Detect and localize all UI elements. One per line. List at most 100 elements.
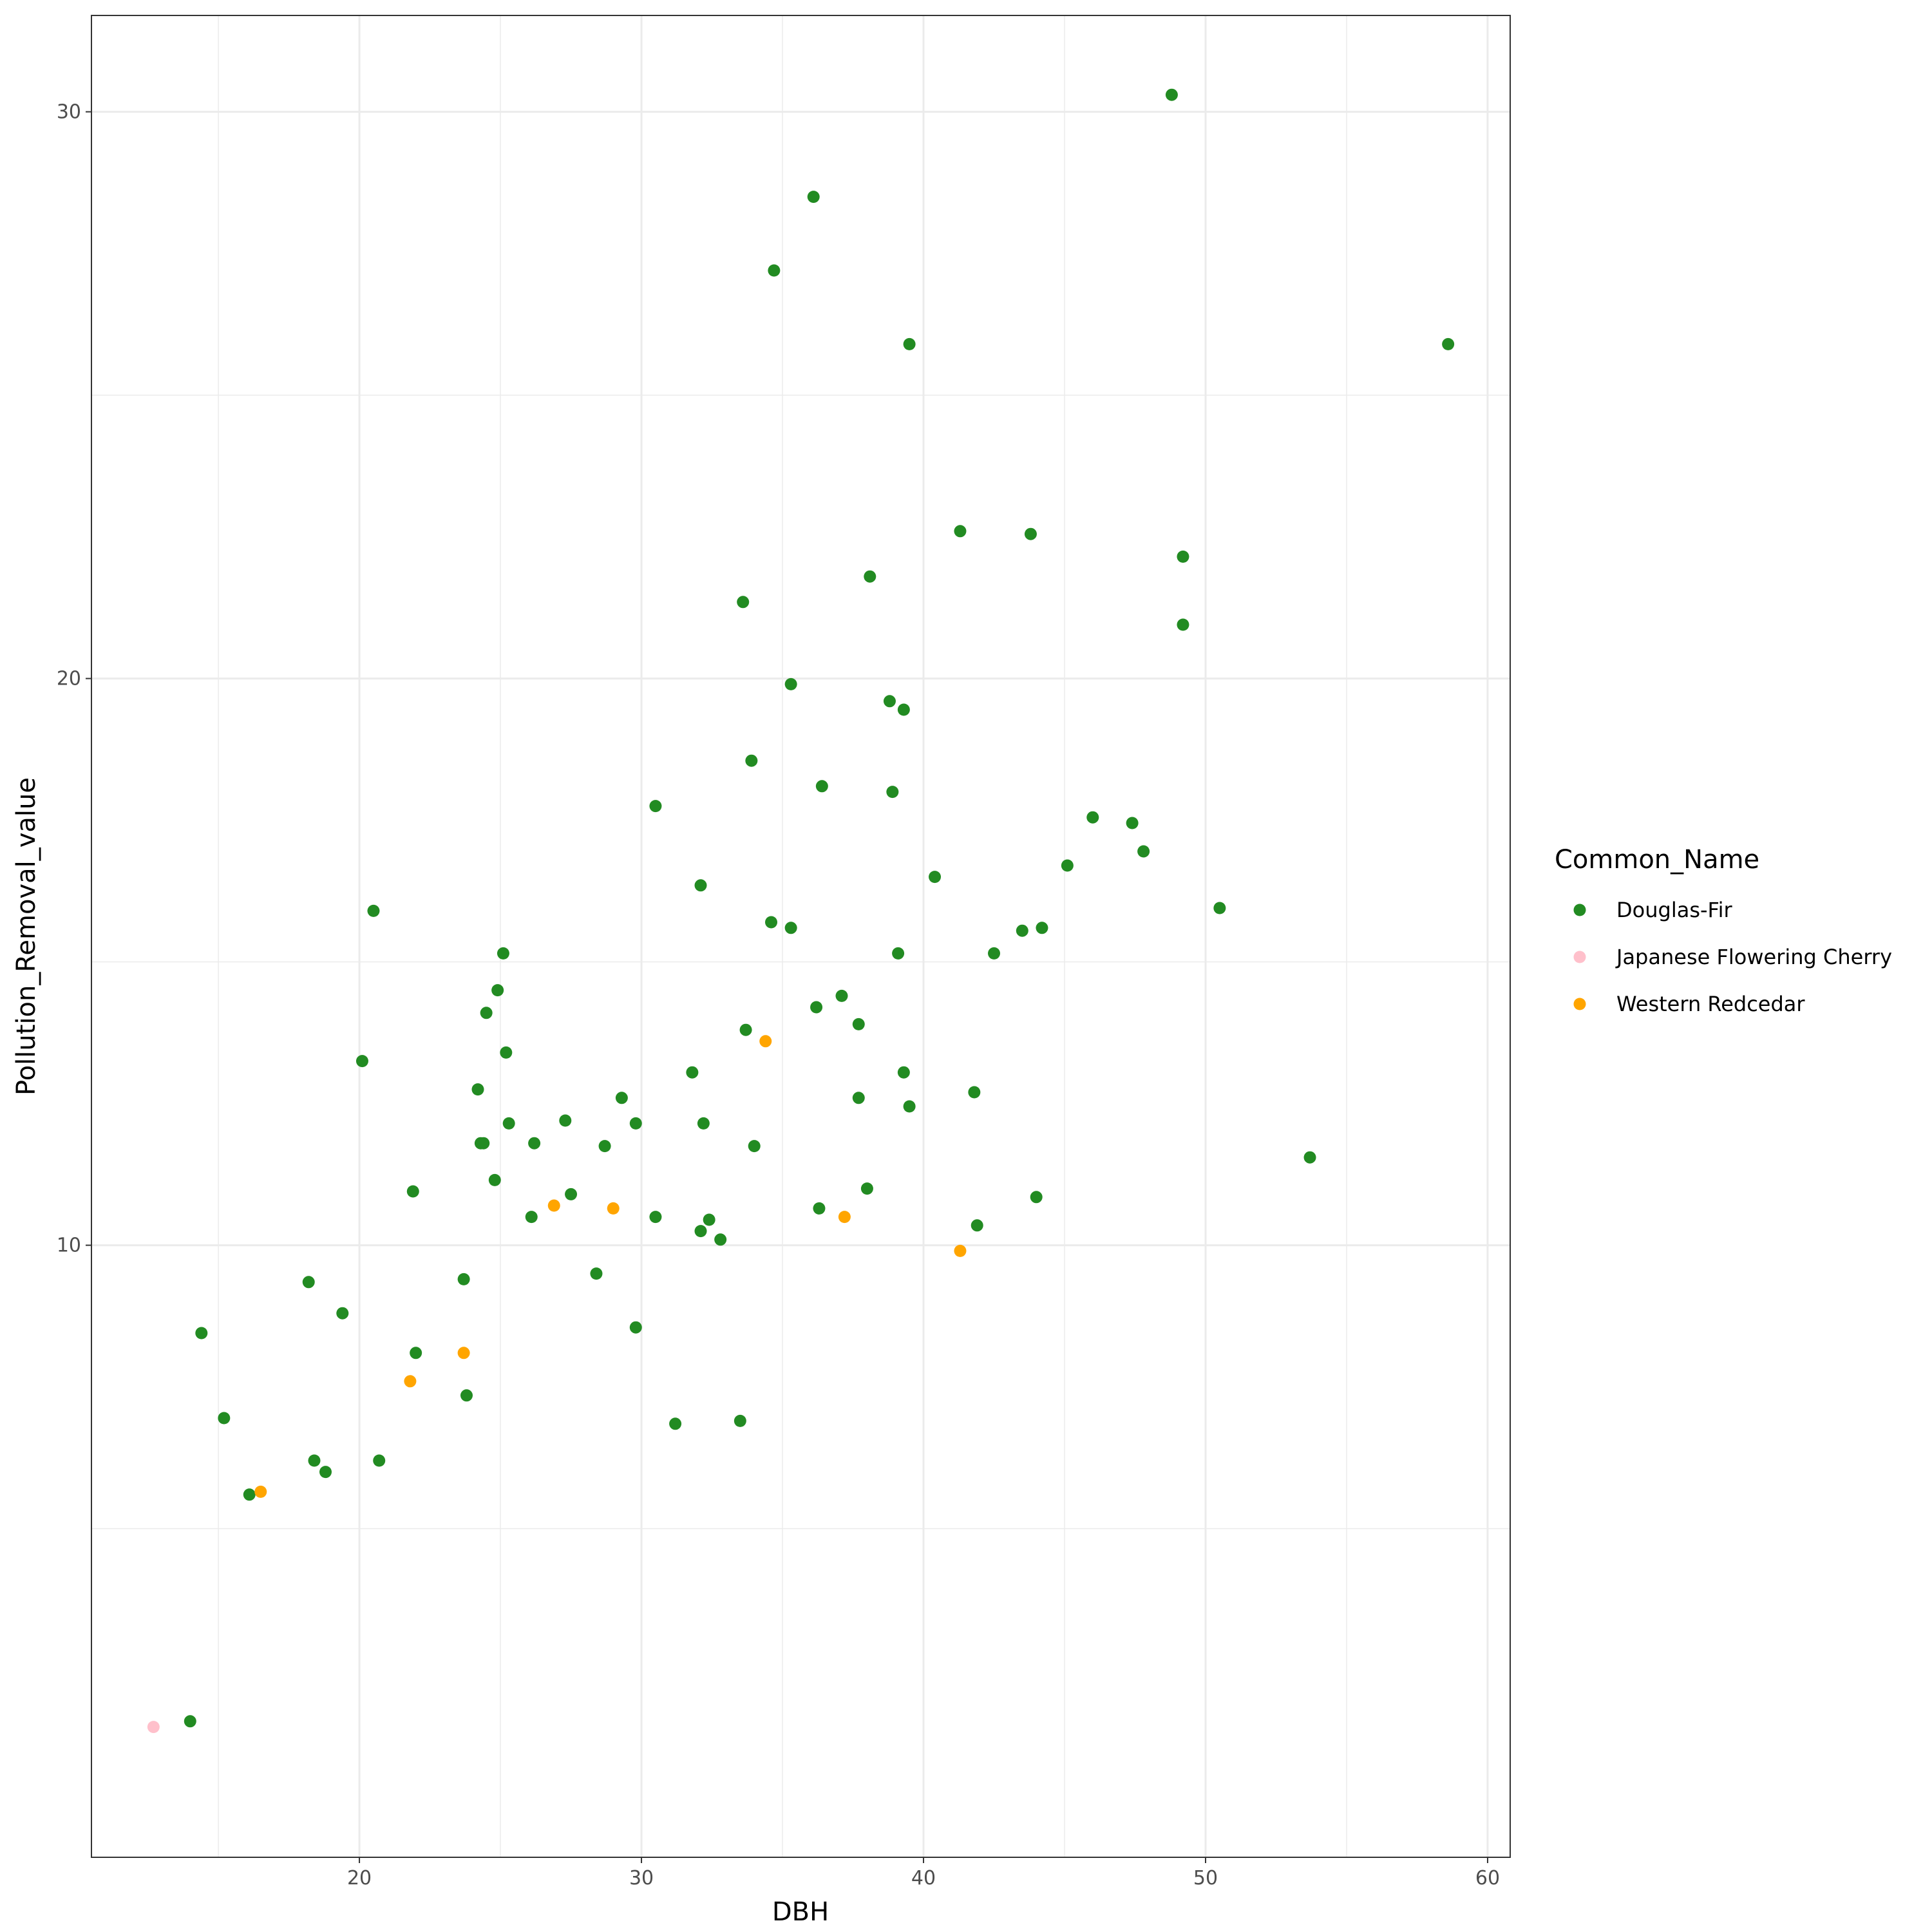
point-douglas-fir — [929, 871, 942, 884]
point-douglas-fir — [886, 786, 899, 799]
point-douglas-fir — [703, 1213, 715, 1226]
point-douglas-fir — [598, 1140, 611, 1153]
point-douglas-fir — [1086, 811, 1099, 824]
legend-label-douglas-fir: Douglas-Fir — [1616, 898, 1733, 922]
point-douglas-fir — [734, 1414, 746, 1427]
point-douglas-fir — [765, 916, 778, 929]
point-douglas-fir — [477, 1137, 490, 1150]
point-douglas-fir — [988, 947, 1001, 960]
x-tick-label: 30 — [629, 1867, 654, 1889]
point-douglas-fir — [694, 879, 707, 892]
point-douglas-fir — [406, 1185, 419, 1198]
point-douglas-fir — [491, 984, 504, 997]
point-douglas-fir — [355, 1055, 368, 1068]
point-douglas-fir — [1303, 1151, 1316, 1164]
point-douglas-fir — [1126, 817, 1139, 829]
point-douglas-fir — [525, 1211, 538, 1224]
point-douglas-fir — [319, 1466, 332, 1479]
point-douglas-fir — [308, 1454, 321, 1467]
point-douglas-fir — [528, 1137, 541, 1150]
point-douglas-fir — [336, 1307, 349, 1320]
point-douglas-fir — [745, 754, 758, 767]
point-douglas-fir — [813, 1202, 826, 1215]
point-douglas-fir — [488, 1173, 501, 1186]
point-douglas-fir — [852, 1092, 865, 1104]
point-douglas-fir — [649, 800, 662, 813]
point-douglas-fir — [302, 1276, 315, 1289]
point-douglas-fir — [784, 677, 797, 690]
point-douglas-fir — [807, 191, 820, 204]
point-douglas-fir — [410, 1347, 422, 1359]
legend-label-japanese-flowering-cherry: Japanese Flowering Cherry — [1615, 945, 1892, 969]
point-douglas-fir — [1213, 902, 1226, 914]
point-douglas-fir — [1061, 859, 1074, 872]
point-douglas-fir — [471, 1083, 484, 1096]
point-douglas-fir — [629, 1321, 642, 1334]
point-western-redcedar — [457, 1347, 470, 1359]
x-tick-label: 50 — [1193, 1867, 1218, 1889]
point-douglas-fir — [697, 1117, 710, 1130]
legend: Common_Name Douglas-Fir Japanese Flowerin… — [1555, 845, 1892, 1016]
x-tick-label: 20 — [347, 1867, 372, 1889]
point-douglas-fir — [835, 989, 848, 1002]
point-douglas-fir — [649, 1211, 662, 1224]
point-douglas-fir — [784, 922, 797, 934]
point-douglas-fir — [460, 1389, 473, 1402]
point-western-redcedar — [954, 1244, 967, 1257]
point-douglas-fir — [565, 1188, 578, 1200]
point-douglas-fir — [815, 780, 828, 793]
point-western-redcedar — [759, 1035, 772, 1048]
point-douglas-fir — [243, 1488, 256, 1501]
point-douglas-fir — [184, 1715, 196, 1728]
point-douglas-fir — [739, 1023, 752, 1036]
legend-key-western-redcedar — [1573, 998, 1586, 1010]
point-douglas-fir — [373, 1454, 386, 1467]
plot-background — [91, 15, 1510, 1857]
x-tick-label: 40 — [911, 1867, 936, 1889]
point-douglas-fir — [903, 337, 916, 350]
point-douglas-fir — [218, 1412, 231, 1425]
point-douglas-fir — [480, 1007, 493, 1019]
point-douglas-fir — [1165, 88, 1178, 101]
point-douglas-fir — [1442, 337, 1455, 350]
point-douglas-fir — [852, 1018, 865, 1030]
point-douglas-fir — [968, 1086, 981, 1099]
point-douglas-fir — [748, 1140, 761, 1153]
point-western-redcedar — [404, 1375, 417, 1388]
x-axis-title: DBH — [772, 1897, 829, 1927]
point-douglas-fir — [768, 264, 781, 277]
legend-title: Common_Name — [1555, 845, 1759, 875]
legend-label-western-redcedar: Western Redcedar — [1616, 992, 1805, 1016]
y-tick-label: 10 — [57, 1235, 81, 1257]
point-douglas-fir — [714, 1233, 727, 1246]
point-douglas-fir — [903, 1100, 916, 1113]
point-douglas-fir — [860, 1182, 873, 1195]
point-douglas-fir — [864, 570, 876, 583]
data-points — [147, 88, 1455, 1734]
point-douglas-fir — [892, 947, 905, 960]
legend-key-douglas-fir — [1573, 904, 1586, 916]
point-douglas-fir — [883, 695, 896, 708]
x-tick-label: 60 — [1475, 1867, 1500, 1889]
y-tick-label: 20 — [57, 668, 81, 690]
point-japanese-flowering-cherry — [147, 1721, 160, 1734]
point-douglas-fir — [1024, 527, 1037, 540]
point-western-redcedar — [547, 1199, 560, 1212]
point-douglas-fir — [559, 1114, 572, 1127]
point-douglas-fir — [1036, 922, 1048, 934]
point-douglas-fir — [500, 1046, 513, 1059]
point-douglas-fir — [897, 703, 910, 716]
y-tick-label: 30 — [57, 101, 81, 124]
point-western-redcedar — [838, 1211, 851, 1224]
point-douglas-fir — [367, 904, 380, 917]
point-douglas-fir — [497, 947, 509, 960]
point-douglas-fir — [1137, 845, 1150, 858]
legend-key-japanese-flowering-cherry — [1573, 951, 1586, 963]
point-douglas-fir — [1177, 550, 1189, 563]
point-douglas-fir — [1030, 1191, 1043, 1204]
point-douglas-fir — [615, 1092, 628, 1104]
point-douglas-fir — [590, 1267, 603, 1280]
grid-lines — [91, 15, 1510, 1857]
point-douglas-fir — [457, 1273, 470, 1285]
point-western-redcedar — [254, 1485, 267, 1498]
